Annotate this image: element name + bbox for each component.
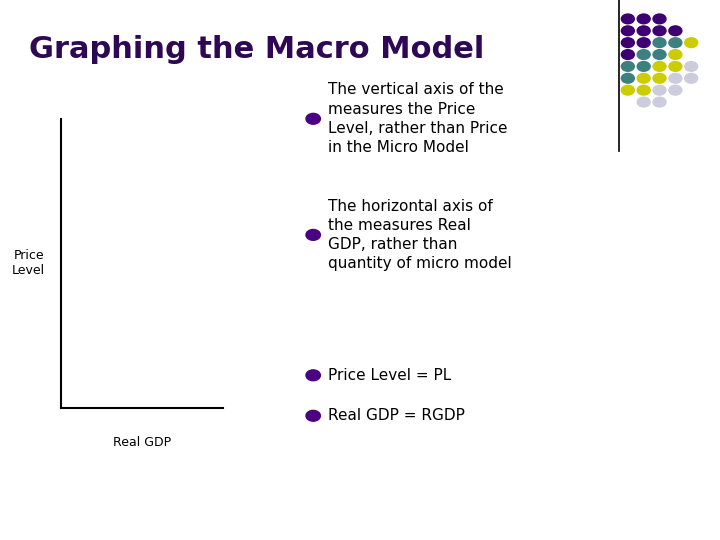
Circle shape <box>637 38 650 48</box>
Text: The vertical axis of the
measures the Price
Level, rather than Price
in the Micr: The vertical axis of the measures the Pr… <box>328 83 507 155</box>
Circle shape <box>637 73 650 83</box>
Circle shape <box>653 38 666 48</box>
Circle shape <box>653 85 666 95</box>
Circle shape <box>637 85 650 95</box>
Circle shape <box>637 26 650 36</box>
Circle shape <box>669 62 682 71</box>
Circle shape <box>669 26 682 36</box>
Circle shape <box>685 62 698 71</box>
Circle shape <box>637 62 650 71</box>
Circle shape <box>685 73 698 83</box>
Text: The horizontal axis of
the measures Real
GDP, rather than
quantity of micro mode: The horizontal axis of the measures Real… <box>328 199 511 271</box>
Circle shape <box>653 97 666 107</box>
Circle shape <box>621 14 634 24</box>
Circle shape <box>621 26 634 36</box>
Circle shape <box>669 50 682 59</box>
Circle shape <box>621 85 634 95</box>
Circle shape <box>621 62 634 71</box>
Circle shape <box>621 50 634 59</box>
Text: Graphing the Macro Model: Graphing the Macro Model <box>29 35 484 64</box>
Text: Price Level = PL: Price Level = PL <box>328 368 451 383</box>
Text: Price
Level: Price Level <box>12 249 45 277</box>
Circle shape <box>653 26 666 36</box>
Circle shape <box>669 38 682 48</box>
Circle shape <box>669 85 682 95</box>
Circle shape <box>653 50 666 59</box>
Circle shape <box>306 113 320 124</box>
Circle shape <box>637 50 650 59</box>
Circle shape <box>653 14 666 24</box>
Text: Real GDP: Real GDP <box>113 436 171 449</box>
Circle shape <box>621 38 634 48</box>
Circle shape <box>669 73 682 83</box>
Circle shape <box>637 14 650 24</box>
Circle shape <box>637 97 650 107</box>
Circle shape <box>306 230 320 240</box>
Circle shape <box>685 38 698 48</box>
Circle shape <box>306 370 320 381</box>
Circle shape <box>306 410 320 421</box>
Text: Real GDP = RGDP: Real GDP = RGDP <box>328 408 464 423</box>
Circle shape <box>621 73 634 83</box>
Circle shape <box>653 62 666 71</box>
Circle shape <box>653 73 666 83</box>
